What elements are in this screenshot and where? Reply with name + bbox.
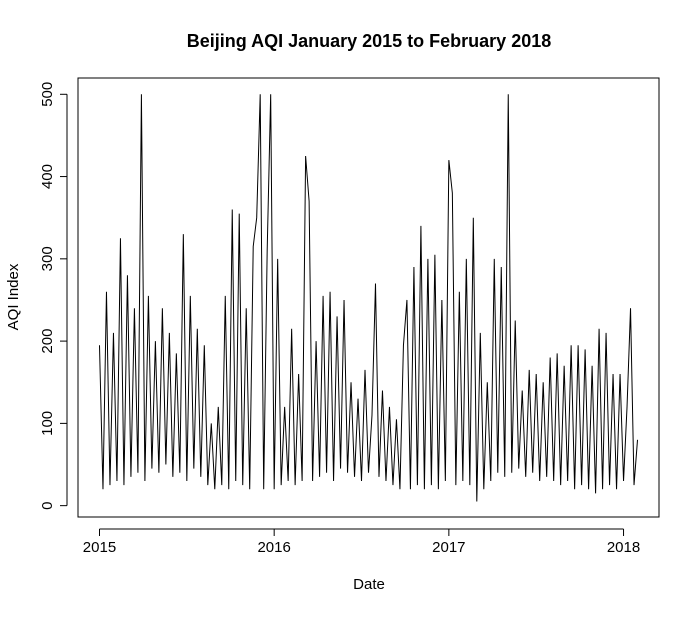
y-tick-label: 500 [39, 82, 56, 107]
y-axis-label: AQI Index [5, 263, 22, 330]
x-tick-label: 2017 [432, 539, 465, 556]
aqi-line [98, 94, 639, 502]
x-tick-label: 2018 [607, 539, 640, 556]
y-tick-label: 0 [39, 501, 56, 509]
x-tick-label: 2016 [257, 539, 290, 556]
y-tick-label: 300 [39, 246, 56, 271]
y-tick-label: 100 [39, 411, 56, 436]
plot-frame [77, 77, 660, 518]
x-tick-label: 2015 [83, 539, 116, 556]
chart-title: Beijing AQI January 2015 to February 201… [187, 31, 551, 51]
y-tick-label: 400 [39, 164, 56, 189]
x-axis-label: Date [353, 576, 385, 593]
y-tick-label: 200 [39, 329, 56, 354]
